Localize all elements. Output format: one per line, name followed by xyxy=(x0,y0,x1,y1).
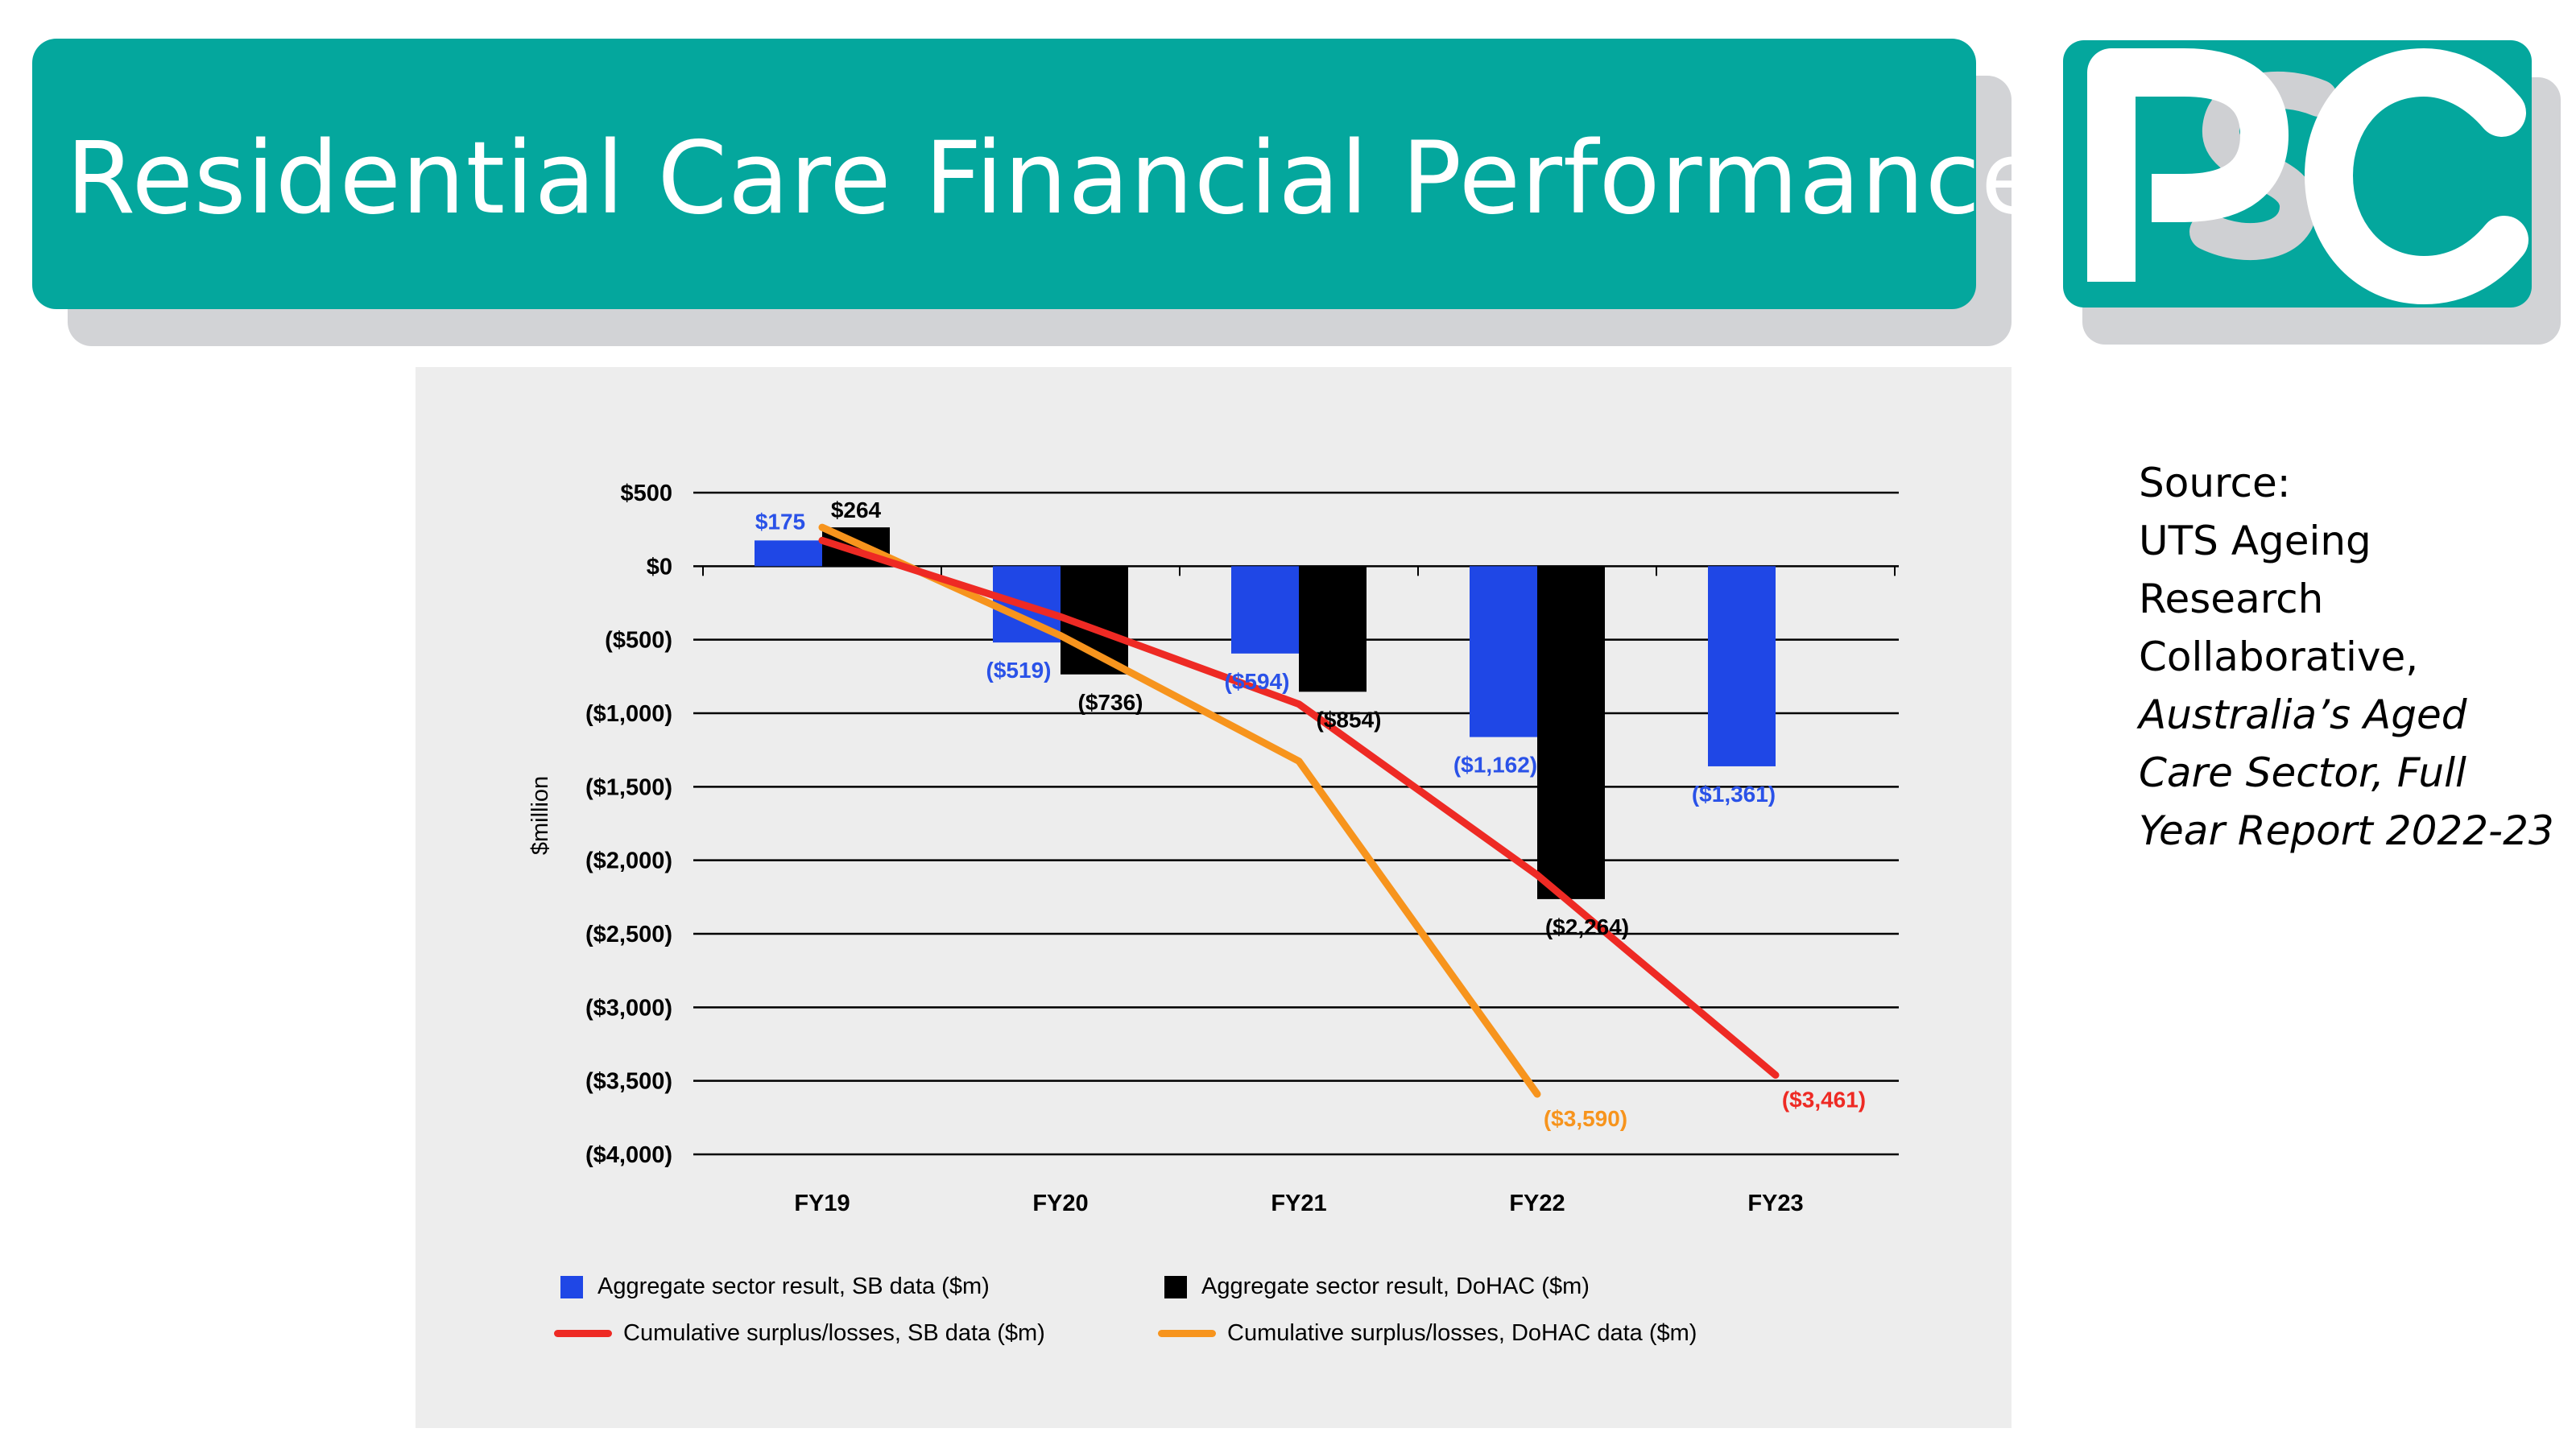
line-end-label: ($3,461) xyxy=(1782,1088,1866,1113)
data-label: ($854) xyxy=(1317,707,1382,732)
y-tick-label: $500 xyxy=(620,481,672,506)
source-org: UTS Ageing Research Collaborative, xyxy=(2139,518,2419,680)
legend-label-dohac-bars: Aggregate sector result, DoHAC ($m) xyxy=(1201,1274,1590,1299)
legend-swatch-dohac-bars xyxy=(1164,1275,1187,1298)
legend-item-dohac-bars: Aggregate sector result, DoHAC ($m) xyxy=(1164,1274,1590,1300)
y-axis-label: $million xyxy=(527,776,553,855)
legend-label-sb-line: Cumulative surplus/losses, SB data ($m) xyxy=(623,1320,1045,1346)
title-bar xyxy=(32,39,1976,309)
legend-item-sb-line: Cumulative surplus/losses, SB data ($m) xyxy=(554,1320,1045,1347)
x-tick-label: FY19 xyxy=(794,1191,850,1216)
y-tick-label: ($2,000) xyxy=(585,848,672,874)
source-report: Australia’s Aged Care Sector, Full Year … xyxy=(2139,691,2554,854)
y-tick-label: ($3,500) xyxy=(585,1069,672,1095)
bar xyxy=(755,540,822,567)
chart-panel: $500 $0 ($500) ($1,000) ($1,500) ($2,000) ($2,… xyxy=(416,367,2012,1428)
y-tick-label: ($4,000) xyxy=(585,1142,672,1168)
data-label: ($594) xyxy=(1225,669,1290,694)
data-label: $264 xyxy=(831,497,882,522)
bar xyxy=(1708,566,1776,766)
x-tick-label: FY23 xyxy=(1747,1191,1803,1216)
data-label: ($736) xyxy=(1078,690,1143,715)
legend-item-sb-bars: Aggregate sector result, SB data ($m) xyxy=(560,1274,990,1300)
source-heading: Source: xyxy=(2139,460,2291,506)
legend-label-sb-bars: Aggregate sector result, SB data ($m) xyxy=(597,1274,990,1299)
legend-swatch-sb-line xyxy=(554,1330,612,1337)
legend-swatch-dohac-line xyxy=(1158,1330,1216,1337)
bar xyxy=(1537,566,1605,899)
chart-svg: $500 $0 ($500) ($1,000) ($1,500) ($2,000) ($2,… xyxy=(527,481,1899,1216)
y-tick-label: ($3,000) xyxy=(585,995,672,1021)
data-label: ($2,264) xyxy=(1545,914,1629,939)
series-line xyxy=(818,523,1541,1098)
y-tick-label: ($500) xyxy=(605,628,672,654)
y-tick-label: ($2,500) xyxy=(585,922,672,947)
source-note: Source: UTS Ageing Research Collaborativ… xyxy=(2139,454,2557,860)
bar xyxy=(1470,566,1537,737)
y-tick-label: ($1,000) xyxy=(585,701,672,727)
x-tick-label: FY22 xyxy=(1509,1191,1565,1216)
data-label: $175 xyxy=(755,509,805,534)
x-tick-label: FY21 xyxy=(1271,1191,1326,1216)
data-label: ($1,361) xyxy=(1692,782,1776,807)
y-tick-label: $0 xyxy=(647,554,672,580)
legend-swatch-sb-bars xyxy=(560,1275,583,1298)
slide-title: Residential Care Financial Performance xyxy=(66,121,2044,237)
bar xyxy=(1231,566,1299,654)
bar xyxy=(1299,566,1367,692)
data-label: ($1,162) xyxy=(1453,753,1537,778)
data-label: ($519) xyxy=(986,658,1052,683)
legend-item-dohac-line: Cumulative surplus/losses, DoHAC data ($… xyxy=(1158,1320,1697,1347)
psc-logo-graphic xyxy=(2087,47,2528,305)
x-tick-label: FY20 xyxy=(1032,1191,1088,1216)
psc-logo xyxy=(2063,40,2532,308)
y-tick-label: ($1,500) xyxy=(585,774,672,800)
series-line xyxy=(818,536,1780,1080)
line-end-label: ($3,590) xyxy=(1544,1106,1627,1131)
legend-label-dohac-line: Cumulative surplus/losses, DoHAC data ($… xyxy=(1227,1320,1697,1346)
